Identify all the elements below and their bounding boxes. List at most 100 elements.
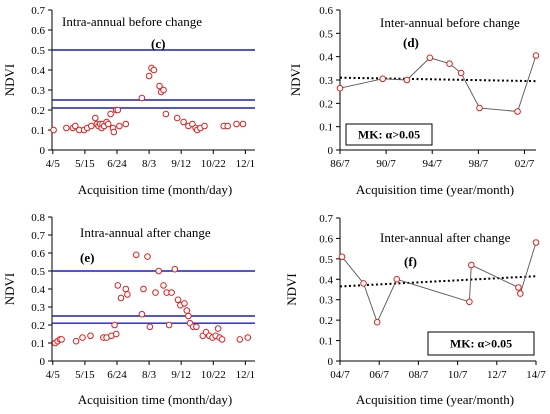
data-point: [173, 114, 181, 122]
data-point: [183, 307, 191, 314]
x-axis-label: Acquisition time (year/month): [356, 392, 514, 407]
data-point: [468, 261, 475, 269]
data-point: [122, 285, 130, 293]
y-tick-label: 0.6: [31, 248, 45, 260]
trend-line: [339, 76, 537, 83]
x-tick-label: 8/3: [142, 369, 157, 381]
x-tick-label: 08/7: [409, 369, 429, 381]
data-point: [393, 276, 401, 283]
data-point: [145, 72, 153, 80]
panel-letter: (e): [80, 250, 94, 265]
x-axis-label: Acquisition time (month/day): [78, 392, 233, 407]
data-point: [214, 325, 222, 332]
y-tick-label: 0.3: [31, 85, 45, 97]
data-point: [181, 300, 188, 307]
data-point: [92, 114, 99, 122]
data-point: [117, 294, 125, 302]
x-tick-label: 5/15: [75, 369, 95, 381]
mk-annotation: MK: α>0.05: [450, 337, 512, 351]
data-point: [233, 120, 240, 128]
y-tick-label: 0.1: [31, 125, 45, 137]
y-tick-label: 0.2: [31, 320, 45, 332]
x-tick-label: 9/12: [171, 158, 191, 170]
data-point: [124, 291, 131, 298]
data-point: [403, 76, 411, 84]
y-tick-label: 0.5: [319, 28, 333, 40]
y-tick-label: 0.1: [31, 338, 45, 350]
data-point: [111, 321, 118, 329]
y-tick-label: 0.6: [319, 233, 333, 245]
y-axis-label: NDVI: [2, 273, 17, 306]
data-point: [168, 289, 175, 296]
data-point: [156, 82, 163, 90]
y-tick-label: 0.4: [319, 274, 333, 286]
panel-title: Intra-annual after change: [80, 225, 211, 240]
data-point: [110, 128, 118, 136]
series-line: [341, 242, 537, 324]
data-point: [515, 284, 522, 291]
panel-f: 0 0.1 0.2 0.3 0.4 0.5 0.6 0.7 04/7 06/7 08/7 10/7 12…: [284, 213, 546, 407]
panel-letter: (f): [404, 254, 417, 269]
panel-d: 0 0.1 0.2 0.3 0.4 0.5 0.6 86/7 90/7 94/7 98/7 02/7A…: [288, 5, 540, 197]
y-tick-label: 0.7: [31, 230, 45, 242]
data-point: [532, 52, 540, 59]
data-point: [162, 110, 170, 118]
data-point: [457, 69, 465, 77]
data-point: [72, 337, 80, 345]
data-point: [336, 84, 344, 92]
data-point: [160, 282, 167, 289]
y-tick-label: 0.6: [319, 5, 333, 17]
data-point: [63, 124, 70, 132]
annotation-box: [345, 123, 433, 146]
y-axis-label: NDVI: [2, 64, 17, 97]
panel-e: 0 0.1 0.2 0.3 0.4 0.5 0.6 0.7 0.8 4/5 5/15 6/24 8/3 9…: [2, 212, 255, 407]
data-point: [476, 104, 483, 112]
x-tick-label: 6/24: [107, 369, 127, 381]
data-point: [79, 334, 86, 341]
y-tick-label: 0.3: [319, 75, 333, 87]
y-tick-label: 0.7: [319, 213, 333, 225]
data-point: [160, 86, 167, 94]
data-point: [514, 108, 521, 115]
data-point: [517, 290, 524, 297]
panel-letter: (c): [151, 36, 165, 51]
data-point: [88, 122, 95, 130]
data-point: [379, 75, 387, 83]
data-point: [152, 289, 159, 296]
data-point: [466, 298, 473, 306]
x-tick-label: 6/24: [107, 158, 127, 170]
data-point: [140, 285, 147, 293]
data-point: [114, 282, 122, 289]
data-point: [201, 122, 208, 130]
y-tick-label: 0.2: [319, 315, 333, 327]
data-point: [338, 253, 346, 261]
x-tick-label: 10/22: [201, 369, 226, 381]
x-tick-label: 4/5: [46, 369, 61, 381]
y-tick-label: 0.7: [31, 5, 45, 17]
data-point: [116, 122, 123, 130]
y-tick-label: 0: [328, 356, 334, 368]
y-tick-label: 0.5: [31, 45, 45, 57]
data-point: [244, 334, 252, 341]
data-point: [236, 336, 244, 343]
y-tick-label: 0.2: [31, 105, 45, 117]
data-point: [239, 120, 247, 128]
data-point: [373, 318, 381, 326]
y-tick-label: 0: [40, 356, 46, 368]
data-point: [72, 122, 79, 130]
data-point: [180, 118, 187, 126]
data-point: [446, 60, 453, 68]
data-point: [144, 253, 151, 260]
panel-title: Inter-annual after change: [380, 230, 511, 245]
y-tick-label: 0.1: [319, 336, 333, 348]
y-tick-label: 0.3: [31, 302, 45, 314]
y-tick-label: 0.5: [319, 254, 333, 266]
x-tick-label: 5/15: [75, 158, 95, 170]
data-point: [50, 126, 57, 134]
x-tick-label: 98/7: [469, 158, 489, 170]
data-point: [146, 323, 154, 331]
y-tick-label: 0: [40, 145, 46, 157]
panel-c: 0 0.1 0.2 0.3 0.4 0.5 0.6 0.7 4/5 5/15 6/24 8/3 9/12…: [2, 5, 255, 197]
trend-line: [339, 275, 537, 288]
data-point: [155, 267, 162, 275]
